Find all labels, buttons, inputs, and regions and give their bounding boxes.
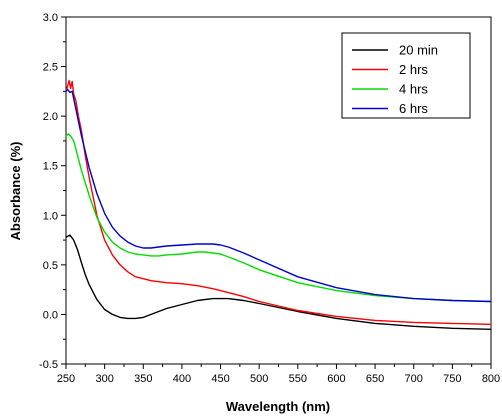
y-tick-label: 0.5	[43, 260, 58, 272]
series-line-0	[65, 234, 492, 330]
x-tick-label: 800	[482, 373, 500, 385]
y-tick-label: 1.0	[43, 210, 58, 222]
y-axis-title: Absorbance (%)	[8, 142, 23, 241]
x-tick-label: 600	[327, 373, 345, 385]
x-tick-label: 650	[366, 373, 384, 385]
x-tick-label: 550	[289, 373, 307, 385]
x-tick-label: 300	[95, 373, 113, 385]
x-tick-label: 750	[443, 373, 461, 385]
axis-ticks: 250 300 350 400 450 500 550 600 650 700 750 800 -0.5…	[39, 12, 500, 385]
legend-label: 2 hrs	[399, 62, 428, 77]
x-tick-label: 250	[57, 373, 75, 385]
y-tick-label: 2.0	[43, 111, 58, 123]
legend-label: 4 hrs	[399, 82, 428, 97]
y-tick-label: 3.0	[43, 12, 58, 24]
x-tick-label: 400	[173, 373, 191, 385]
x-tick-label: 500	[250, 373, 268, 385]
series-line-3	[65, 88, 492, 303]
legend-label: 6 hrs	[399, 101, 428, 116]
y-tick-label: 2.5	[43, 62, 58, 74]
series-line-2	[65, 133, 492, 303]
legend-box	[341, 32, 471, 119]
y-tick-label: -0.5	[39, 359, 58, 371]
y-tick-label: 1.5	[43, 161, 58, 173]
legend: 20 min 2 hrs 4 hrs 6 hrs	[341, 32, 471, 119]
x-axis-title: Wavelength (nm)	[226, 399, 330, 414]
x-tick-label: 450	[211, 373, 229, 385]
series-lines	[65, 79, 492, 330]
legend-label: 20 min	[399, 43, 438, 58]
series-line-1	[65, 79, 492, 325]
x-tick-label: 700	[405, 373, 423, 385]
y-tick-label: 0.0	[43, 309, 58, 321]
x-tick-label: 350	[134, 373, 152, 385]
